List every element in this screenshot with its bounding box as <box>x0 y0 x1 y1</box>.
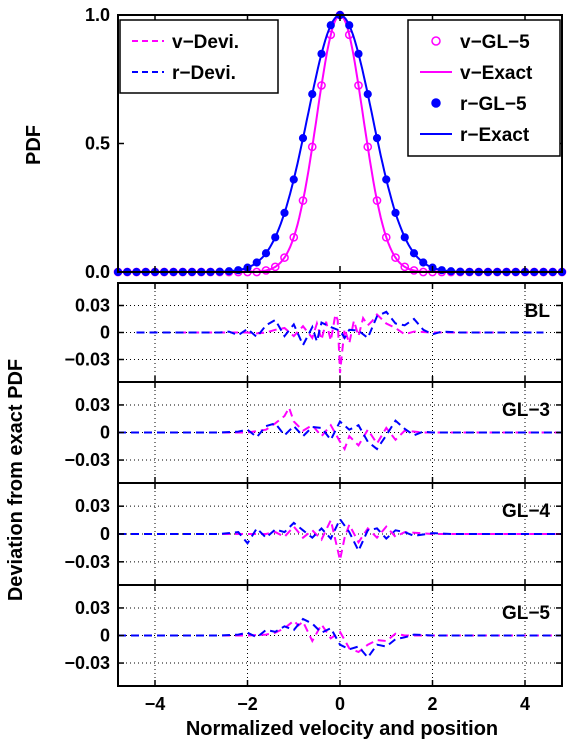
legend-label-v−Devi.: v−Devi. <box>172 32 239 53</box>
y-tick-label: 0.03 <box>75 395 110 415</box>
y-tick-label: 0.03 <box>75 496 110 516</box>
legend-label-v−GL−5: v−GL−5 <box>460 32 530 53</box>
x-axis-label: Normalized velocity and position <box>186 718 498 740</box>
x-tick-label: 2 <box>427 694 437 714</box>
y-axis-label-pdf: PDF <box>23 125 45 165</box>
x-tick-label: 4 <box>520 694 530 714</box>
y-tick-label: 0 <box>100 626 110 646</box>
y-tick-label: 0.03 <box>75 296 110 316</box>
legend-marker-v−GL−5 <box>431 36 441 46</box>
y-tick-label: 1.0 <box>85 5 110 25</box>
legend-label-r−Exact: r−Exact <box>460 125 530 146</box>
y-tick-label: −0.03 <box>64 350 110 370</box>
legend-deviation <box>119 19 279 94</box>
series-line-v−Devi.-GL−3 <box>118 405 562 452</box>
legend-layer: v−Devi. r−Devi. v−GL−5 v−Exact r−GL−5 r−Exact <box>119 19 561 157</box>
series-line-r−Devi.-GL−4 <box>118 517 562 554</box>
panel-label-GL−5: GL−5 <box>502 603 550 624</box>
y-tick-label: −0.03 <box>64 653 110 673</box>
legend-marker-r−GL−5 <box>431 98 441 108</box>
series-line-v−Devi.-BL <box>178 311 502 374</box>
panel-label-BL: BL <box>525 301 551 322</box>
y-tick-label: −0.03 <box>64 450 110 470</box>
series-line-v−Devi.-GL−4 <box>118 517 562 561</box>
series-line-v−Devi.-GL−5 <box>118 619 562 654</box>
axes-layer: 0.0 0.5 1.0 0.03 0 −0.03 BL 0.03 0 −0.03 GL−3 0.03 0… <box>64 5 563 714</box>
y-tick-label: 0.03 <box>75 598 110 618</box>
legend-label-r−GL−5: r−GL−5 <box>460 94 527 115</box>
x-tick-label: 0 <box>335 694 345 714</box>
series-line-r−Devi.-BL <box>136 310 544 348</box>
y-tick-label: −0.03 <box>64 552 110 572</box>
y-tick-label: 0 <box>100 524 110 544</box>
y-tick-label: 0.5 <box>85 134 110 154</box>
legend-label-r−Devi.: r−Devi. <box>172 63 236 84</box>
y-axis-label-deviation: Deviation from exact PDF <box>5 359 27 601</box>
grid-layer <box>118 283 562 686</box>
y-tick-label: 0 <box>100 423 110 443</box>
series-line-r−Devi.-GL−5 <box>118 617 562 660</box>
y-tick-label: 0.0 <box>85 262 110 282</box>
legend-label-v−Exact: v−Exact <box>460 63 533 84</box>
y-tick-label: 0 <box>100 323 110 343</box>
x-tick-label: −2 <box>237 694 258 714</box>
x-tick-label: −4 <box>145 694 166 714</box>
panel-label-GL−4: GL−4 <box>502 501 550 522</box>
panel-label-GL−3: GL−3 <box>502 400 550 421</box>
